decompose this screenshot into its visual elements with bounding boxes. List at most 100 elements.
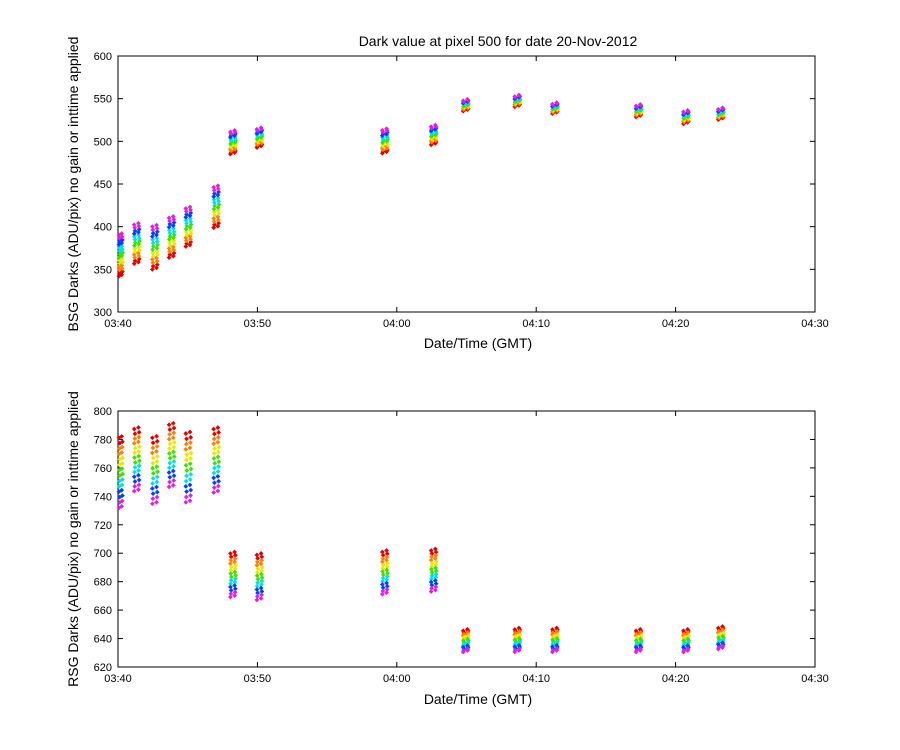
data-point [433, 552, 439, 558]
data-point [216, 464, 222, 469]
data-point [215, 214, 221, 220]
data-point [120, 237, 125, 243]
data-point [167, 427, 173, 432]
data-point [150, 475, 156, 481]
data-point [117, 251, 123, 257]
data-point [228, 577, 234, 583]
data-point [433, 571, 439, 577]
data-point [136, 244, 142, 250]
data-point [212, 200, 217, 206]
data-point [167, 230, 173, 236]
data-point [131, 231, 137, 237]
data-point [254, 573, 260, 579]
data-point [132, 445, 138, 451]
data-point [379, 145, 385, 151]
data-point [228, 587, 234, 593]
data-point [154, 479, 160, 485]
data-point [117, 440, 123, 446]
data-point [211, 426, 217, 432]
data-point [211, 470, 217, 476]
data-point [433, 562, 439, 568]
data-point [215, 469, 221, 474]
data-point [232, 556, 238, 562]
data-point [131, 440, 137, 446]
data-point [460, 98, 466, 104]
data-point [166, 422, 172, 428]
data-point [119, 466, 125, 472]
data-point [117, 239, 123, 244]
data-point [150, 465, 155, 471]
data-point [137, 247, 142, 253]
data-point [119, 266, 125, 271]
data-point [149, 450, 155, 456]
data-point [171, 220, 177, 225]
data-point [254, 552, 260, 558]
data-point [685, 648, 691, 653]
data-point [216, 198, 222, 204]
data-point [212, 431, 217, 437]
data-point [215, 192, 221, 198]
data-point [131, 474, 137, 480]
data-point [259, 578, 265, 584]
x-tick-label: 03:50 [244, 673, 272, 685]
data-point [187, 225, 193, 230]
data-point [216, 211, 222, 217]
data-point [155, 252, 160, 258]
y-axis: 300 350 400 450 500 550 600 [94, 51, 815, 319]
data-point [150, 491, 156, 496]
y-tick-label: 550 [94, 94, 112, 106]
data-point [215, 449, 221, 455]
data-point [132, 455, 137, 461]
data-point [155, 454, 160, 459]
data-point [132, 450, 138, 456]
data-point [136, 434, 142, 440]
data-point [259, 575, 265, 581]
data-point [554, 100, 560, 106]
data-points [116, 420, 726, 655]
data-point [232, 569, 238, 575]
data-point [215, 483, 221, 489]
data-point [254, 587, 260, 592]
data-point [215, 473, 221, 479]
data-point [154, 499, 159, 505]
data-point [116, 245, 122, 251]
data-point [167, 242, 173, 248]
data-point [184, 211, 189, 217]
data-point [136, 472, 141, 478]
data-point [131, 488, 137, 494]
data-point [429, 573, 435, 579]
data-point [170, 253, 176, 259]
data-point [184, 452, 190, 458]
data-point [188, 210, 194, 216]
data-point [215, 454, 221, 460]
data-point [633, 649, 639, 655]
y-axis: 620 640 660 680 700 720 740 760 780 800 [94, 406, 815, 674]
data-point [380, 140, 386, 146]
data-point [215, 195, 221, 201]
y-tick-label: 700 [94, 548, 112, 560]
data-point [184, 489, 189, 495]
data-point [132, 228, 138, 234]
data-point [116, 264, 122, 270]
data-point [167, 233, 173, 239]
data-point [119, 444, 125, 450]
data-point [171, 430, 177, 436]
data-point [215, 439, 221, 445]
data-point [215, 208, 221, 214]
data-point [155, 469, 160, 475]
data-point [259, 564, 265, 570]
data-point [188, 493, 193, 498]
data-point [384, 149, 389, 155]
data-point [215, 425, 221, 430]
data-point [211, 197, 217, 203]
data-point [167, 460, 173, 466]
data-point [131, 252, 137, 258]
data-point [681, 649, 686, 655]
data-point [149, 501, 155, 507]
data-point [259, 554, 265, 560]
data-point [228, 594, 233, 600]
data-point [429, 570, 435, 575]
data-point [255, 566, 261, 572]
data-point [154, 262, 160, 268]
data-point [183, 462, 189, 468]
